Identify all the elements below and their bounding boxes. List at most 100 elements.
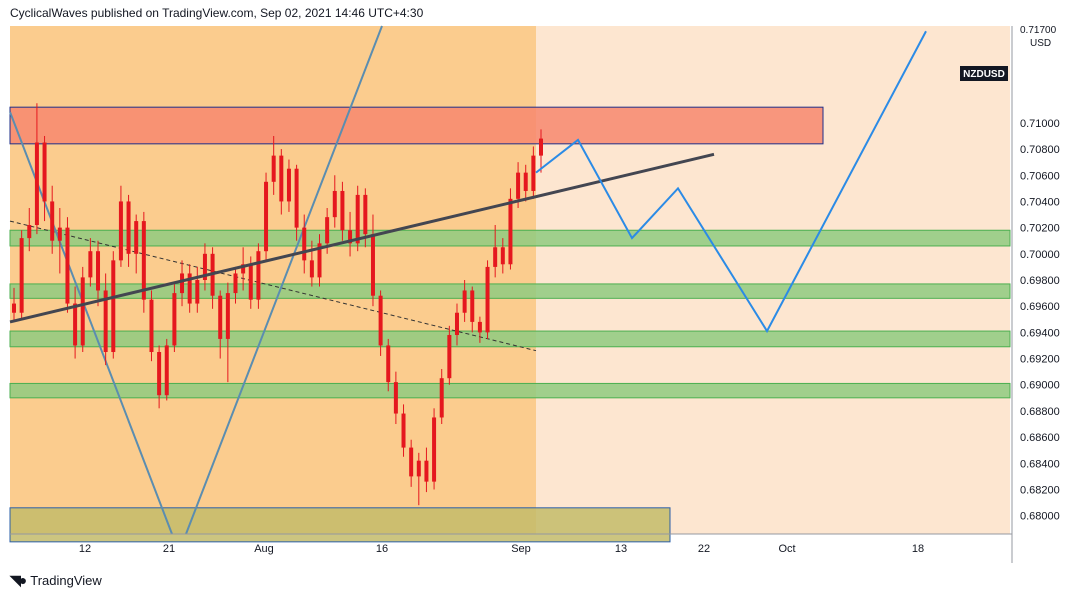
candle-body xyxy=(348,230,353,244)
candle-body xyxy=(500,247,505,265)
candle-body xyxy=(187,273,192,304)
candle-body xyxy=(409,447,414,477)
candle-body xyxy=(34,142,39,226)
future-region xyxy=(536,26,1010,534)
candle-body xyxy=(149,299,154,353)
candle-body xyxy=(65,227,70,304)
candle-body xyxy=(454,312,459,335)
y-top-tick-label: 0.71700 xyxy=(1020,25,1057,36)
candle-body xyxy=(309,260,314,278)
currency-label: USD xyxy=(1030,38,1051,49)
x-tick-label: 16 xyxy=(376,543,388,555)
candle-body xyxy=(88,251,93,278)
x-tick-label: Sep xyxy=(511,543,531,555)
candle-body xyxy=(325,217,330,244)
y-tick-label: 0.69200 xyxy=(1020,354,1060,366)
projection-path xyxy=(535,30,927,334)
x-tick-label: Aug xyxy=(254,543,274,555)
footer-brand: TradingView xyxy=(30,573,102,588)
candle-body xyxy=(340,190,345,231)
y-tick-label: 0.70600 xyxy=(1020,170,1060,182)
candle-body xyxy=(256,251,261,300)
candle-body xyxy=(355,194,360,244)
symbol-badge xyxy=(960,66,1008,81)
candle-body xyxy=(126,201,131,254)
candle-body xyxy=(225,293,230,339)
y-tick-label: 0.70800 xyxy=(1020,144,1060,156)
candle-body xyxy=(439,378,444,418)
y-tick-label: 0.70200 xyxy=(1020,223,1060,235)
candle-body xyxy=(378,295,383,346)
candle-body xyxy=(180,273,185,294)
candle-body xyxy=(218,295,223,339)
candle-body xyxy=(294,168,299,228)
candle-body xyxy=(141,221,146,300)
candle-body xyxy=(202,253,207,280)
y-tick-label: 0.69800 xyxy=(1020,275,1060,287)
candle-body xyxy=(462,290,467,313)
y-tick-label: 0.68800 xyxy=(1020,406,1060,418)
y-tick-label: 0.69600 xyxy=(1020,301,1060,313)
candle-body xyxy=(118,201,123,261)
y-tick-label: 0.70400 xyxy=(1020,196,1060,208)
candle-body xyxy=(424,460,429,482)
candle-body xyxy=(248,264,253,300)
candle-body xyxy=(317,243,322,278)
x-tick-label: 13 xyxy=(615,543,627,555)
candle-body xyxy=(416,460,421,477)
candle-body xyxy=(157,352,162,396)
bottom-zone xyxy=(9,507,671,543)
candle-body xyxy=(477,321,482,333)
dashed-trend-line xyxy=(9,220,537,352)
y-tick-label: 0.69400 xyxy=(1020,327,1060,339)
candle-body xyxy=(164,345,169,396)
candle-body xyxy=(432,417,437,482)
candle-body xyxy=(73,303,78,346)
candle-body xyxy=(539,138,543,156)
candle-body xyxy=(271,155,276,182)
candle-body xyxy=(80,277,85,346)
candle-body xyxy=(241,264,246,274)
y-tick-label: 0.68000 xyxy=(1020,511,1060,523)
resistance-zone xyxy=(9,106,824,145)
candle-body xyxy=(401,413,406,448)
x-tick-label: 12 xyxy=(79,543,91,555)
past-region xyxy=(10,26,536,534)
footer: ◥● TradingView xyxy=(10,572,102,589)
y-tick-label: 0.68600 xyxy=(1020,432,1060,444)
x-tick-label: 18 xyxy=(912,543,924,555)
x-tick-label: Oct xyxy=(778,543,795,555)
channel-line-up xyxy=(185,25,383,535)
candle-body xyxy=(19,238,24,313)
candle-body xyxy=(111,260,116,353)
candle-body xyxy=(233,273,238,294)
candle-body xyxy=(508,198,513,265)
candle-body xyxy=(386,345,391,383)
y-tick-label: 0.69000 xyxy=(1020,380,1060,392)
candle-body xyxy=(264,181,269,252)
candle-body xyxy=(42,142,47,202)
x-tick-label: 21 xyxy=(163,543,175,555)
chart-header: CyclicalWaves published on TradingView.c… xyxy=(10,6,424,20)
x-tick-label: 22 xyxy=(698,543,710,555)
candle-body xyxy=(279,155,284,202)
candle-body xyxy=(393,382,398,414)
y-tick-label: 0.71000 xyxy=(1020,118,1060,130)
candle-body xyxy=(12,303,16,313)
candle-body xyxy=(27,225,32,239)
candle-body xyxy=(57,227,62,241)
candle-body xyxy=(332,190,337,218)
y-tick-label: 0.68200 xyxy=(1020,484,1060,496)
candle-body xyxy=(470,290,475,322)
candle-body xyxy=(485,266,490,333)
candle-body xyxy=(447,334,452,379)
symbol-badge-label: NZDUSD xyxy=(963,69,1005,80)
candle-body xyxy=(516,172,521,199)
candle-body xyxy=(286,168,291,202)
candle-body xyxy=(370,234,375,296)
candle-body xyxy=(134,221,139,254)
main-trendline xyxy=(9,152,715,324)
candle-body xyxy=(195,280,200,304)
support-zone-4 xyxy=(9,382,1011,399)
